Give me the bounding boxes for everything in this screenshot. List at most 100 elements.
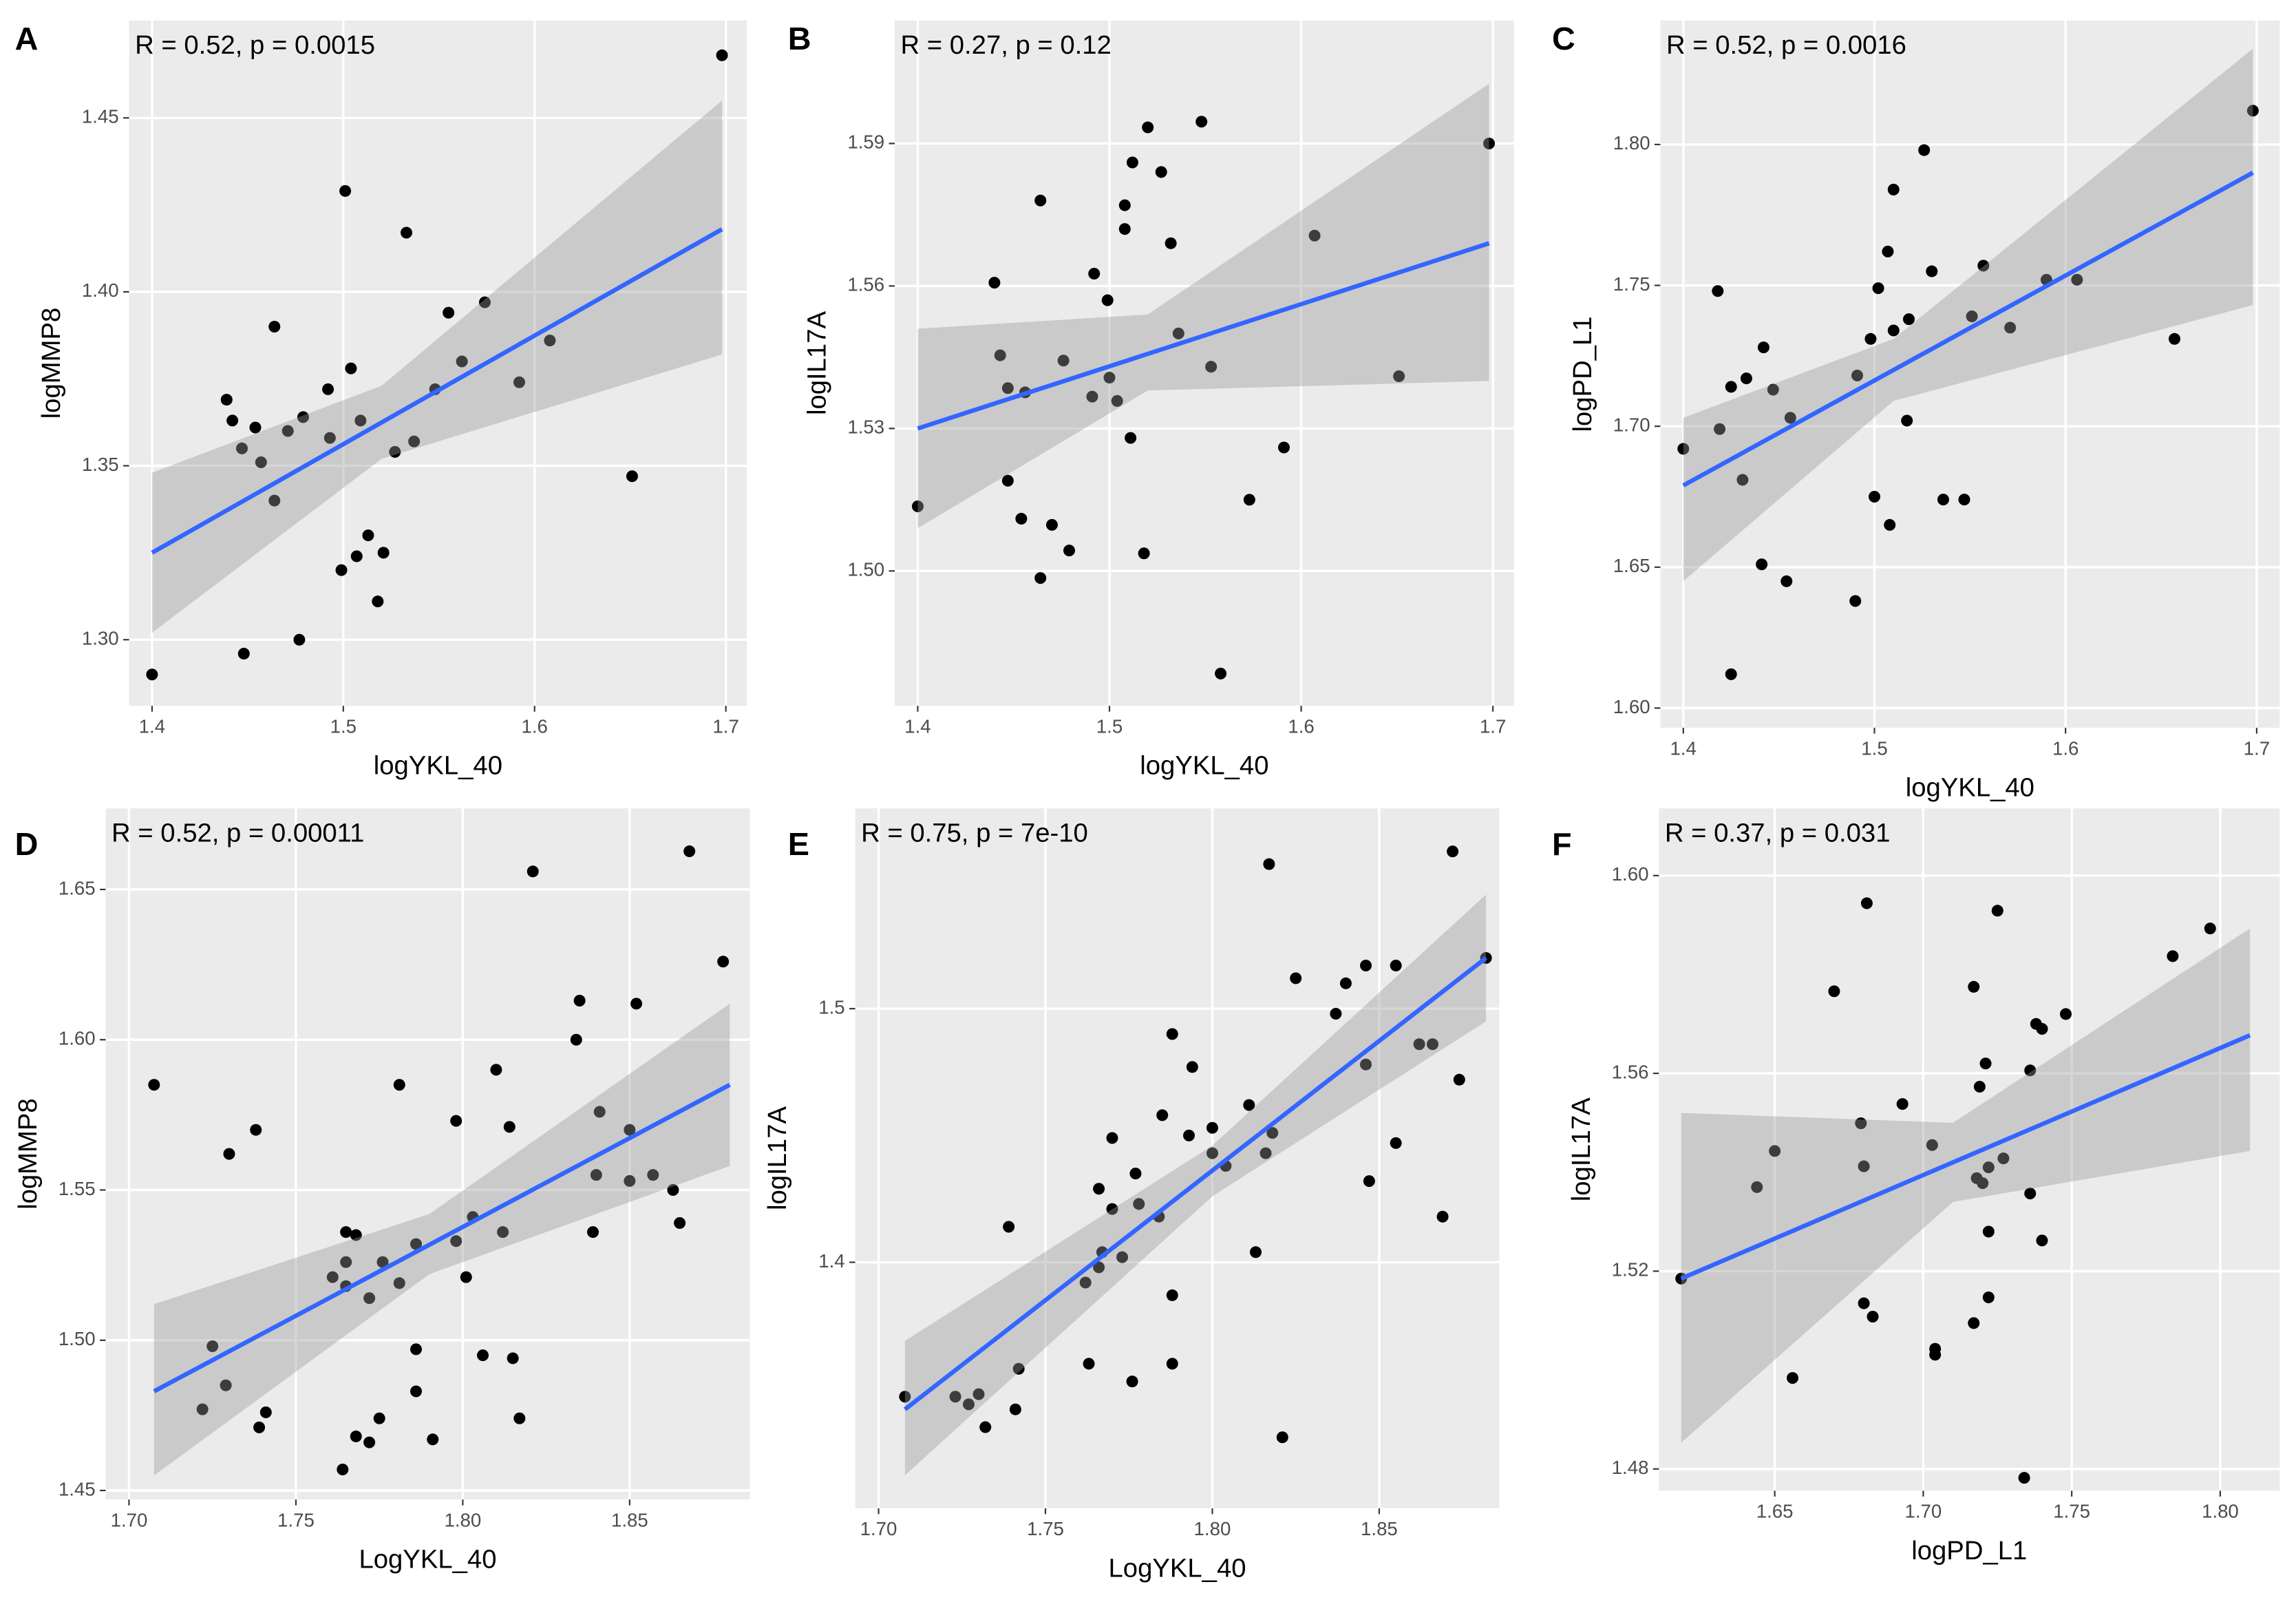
point xyxy=(1290,972,1302,984)
point xyxy=(1757,341,1769,354)
point xyxy=(323,432,336,444)
point xyxy=(335,564,348,576)
point xyxy=(1276,1431,1288,1444)
fit-line xyxy=(153,1082,731,1393)
point xyxy=(1929,1349,1942,1361)
annotation: R = 0.75, p = 7e-10 xyxy=(861,819,1088,848)
x-tick-label: 1.75 xyxy=(277,1509,315,1530)
point xyxy=(1427,1038,1439,1051)
annotation: R = 0.37, p = 0.031 xyxy=(1665,819,1891,848)
point xyxy=(450,1115,463,1127)
plot-background xyxy=(855,808,1500,1508)
point xyxy=(1982,1225,1995,1238)
x-axis-title: logYKL_40 xyxy=(1140,751,1268,781)
x-axis-title: LogYKL_40 xyxy=(359,1545,496,1574)
point xyxy=(362,529,374,542)
x-tick-label: 1.85 xyxy=(1361,1518,1398,1539)
point xyxy=(1156,1109,1169,1121)
confidence-band xyxy=(1683,48,2253,582)
panel-label: D xyxy=(15,826,39,862)
y-tick-label: 1.59 xyxy=(847,131,884,153)
point xyxy=(1015,512,1028,525)
point xyxy=(1012,1362,1025,1375)
x-tick-label: 1.80 xyxy=(2202,1501,2239,1522)
y-tick-label: 1.80 xyxy=(1613,132,1650,154)
point xyxy=(1183,1129,1195,1141)
point xyxy=(1001,474,1014,487)
point xyxy=(322,383,334,395)
point xyxy=(372,596,384,608)
point xyxy=(410,1238,423,1250)
point xyxy=(1736,474,1749,486)
point xyxy=(1968,980,1980,993)
point xyxy=(1997,1152,2010,1165)
panel-label: F xyxy=(1552,826,1572,862)
point xyxy=(236,442,248,454)
x-tick-label: 1.6 xyxy=(521,715,547,737)
point xyxy=(1849,595,1862,607)
point xyxy=(2071,273,2083,286)
point xyxy=(674,1217,686,1230)
y-axis-title: logIL17A xyxy=(1566,1097,1596,1202)
point xyxy=(1977,1177,1989,1190)
point xyxy=(401,226,413,239)
point xyxy=(1045,518,1058,531)
point xyxy=(1172,327,1184,339)
point xyxy=(1714,423,1726,435)
point xyxy=(281,425,294,437)
point xyxy=(1205,361,1218,373)
confidence-band xyxy=(917,83,1489,529)
point xyxy=(350,1229,362,1241)
point xyxy=(1867,1311,1879,1323)
point xyxy=(1079,1276,1092,1289)
point xyxy=(255,456,267,469)
point xyxy=(408,435,421,447)
point xyxy=(573,994,586,1007)
point xyxy=(1034,194,1047,207)
y-tick-label: 1.4 xyxy=(818,1250,844,1272)
point xyxy=(630,998,643,1010)
point xyxy=(972,1388,985,1400)
point xyxy=(1902,313,1915,326)
point xyxy=(1003,1221,1015,1233)
point xyxy=(1918,144,1931,156)
point xyxy=(1887,324,1900,337)
point xyxy=(249,421,262,434)
point xyxy=(1116,1251,1129,1263)
x-tick-label: 1.70 xyxy=(1904,1501,1942,1522)
point xyxy=(911,500,924,513)
point xyxy=(456,355,468,368)
y-tick-label: 1.45 xyxy=(59,1478,96,1499)
point xyxy=(2004,322,2017,334)
point xyxy=(1106,1203,1118,1215)
point xyxy=(1206,1147,1218,1159)
annotation: R = 0.52, p = 0.00011 xyxy=(111,819,364,848)
y-tick-label: 1.65 xyxy=(1613,555,1650,576)
point xyxy=(1769,1145,1781,1157)
point xyxy=(206,1340,219,1352)
panel-label: A xyxy=(15,21,39,56)
point xyxy=(1751,1181,1763,1193)
point xyxy=(1860,897,1873,909)
y-axis-title: logIL17A xyxy=(763,1106,792,1211)
point xyxy=(507,1352,519,1364)
point xyxy=(1968,1317,1980,1329)
y-tick-label: 1.53 xyxy=(847,417,884,438)
point xyxy=(326,1271,339,1283)
fit-line xyxy=(1680,1033,2251,1281)
point xyxy=(1166,1028,1178,1040)
point xyxy=(2204,923,2216,935)
point xyxy=(1186,1061,1198,1073)
point xyxy=(410,1385,423,1398)
point xyxy=(1360,1058,1372,1071)
point xyxy=(1133,1198,1145,1210)
point xyxy=(1106,1132,1118,1144)
panel-label: C xyxy=(1552,21,1575,56)
point xyxy=(1966,310,1978,323)
point xyxy=(1330,1008,1342,1020)
panel-label: E xyxy=(788,826,809,862)
point xyxy=(1083,1358,1095,1370)
point xyxy=(1249,1246,1262,1258)
point xyxy=(1103,372,1116,384)
point xyxy=(250,1124,262,1136)
